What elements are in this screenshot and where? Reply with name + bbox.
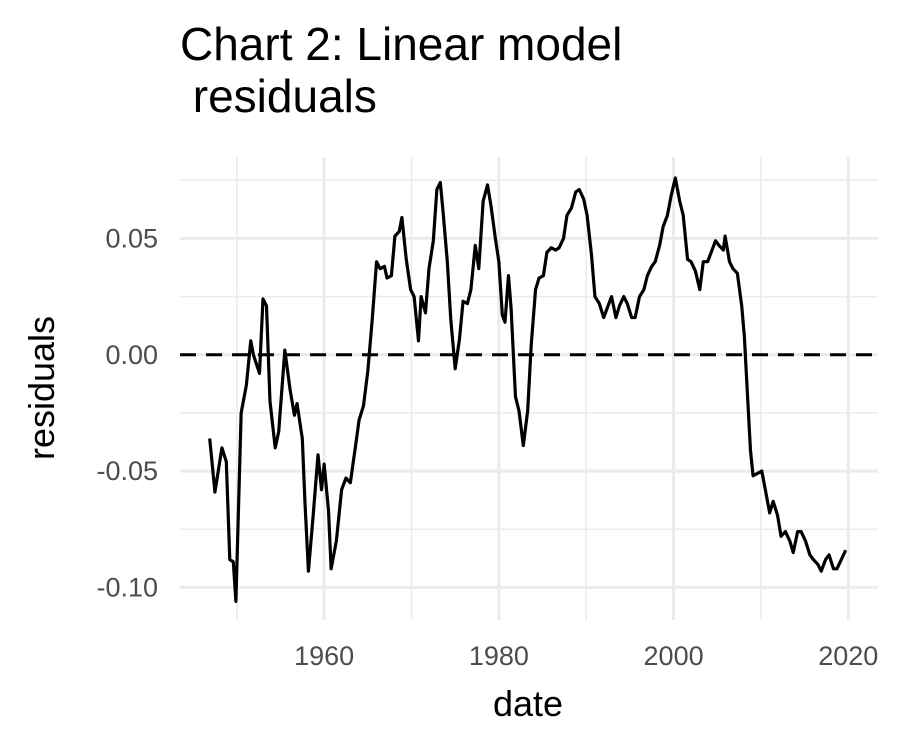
x-tick-label: 1980 [469, 641, 529, 671]
y-tick-label: -0.10 [96, 573, 158, 603]
chart-title: Chart 2: Linear model residuals [180, 18, 623, 122]
y-tick-label: -0.05 [96, 456, 158, 486]
x-tick-label: 1960 [294, 641, 354, 671]
x-tick-label: 2020 [818, 641, 878, 671]
y-tick-label: 0.00 [105, 340, 158, 370]
y-axis-title: residuals [21, 316, 62, 460]
y-tick-label: 0.05 [105, 224, 158, 254]
x-axis-title: date [493, 683, 563, 724]
line [208, 176, 848, 603]
x-tick-label: 2000 [644, 641, 704, 671]
